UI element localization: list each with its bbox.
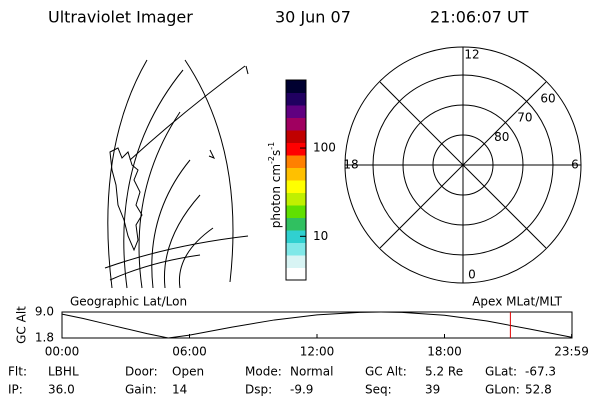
lat-label: 80 [494,130,509,144]
lat-ring [402,104,524,226]
field-label: IP: [8,383,23,397]
colorbar-label: photon cm-2s-1 [267,142,283,229]
color-band [286,267,306,281]
color-band [286,217,306,231]
mlt-label: 12 [464,48,479,62]
lat-ring [432,134,494,196]
y-tick-label: 9.0 [35,305,54,319]
exponent: -2 [267,156,276,164]
color-band [286,192,306,206]
color-band [286,117,306,131]
field-value: 5.2 Re [425,365,463,379]
plot-label: Apex MLat/MLT [472,295,562,309]
colorbar-frame [285,79,307,281]
y-axis-label: GC Alt [15,306,29,344]
color-band [286,155,306,168]
lat-label: 70 [517,111,532,125]
x-tick-label: 06:00 [172,345,207,359]
date: 30 Jun 07 [275,8,351,27]
color-band [286,130,306,143]
exponent: -1 [267,142,276,150]
field-label: Dsp: [245,383,272,397]
mlt-label: 18 [343,158,358,172]
field-value: -67.3 [525,365,556,379]
unit: photon cm [269,164,283,228]
field-value: Open [172,365,204,379]
field-label: GLat: [485,365,517,379]
geo-map [104,59,249,289]
mlt-label: 6 [571,158,579,172]
colorbar: photon cm-2s-1 10 100 [267,79,336,281]
field-label: GC Alt: [365,365,407,379]
x-tick-label: 18:00 [427,345,462,359]
y-tick-label: 1.8 [35,331,54,345]
color-band [286,167,306,181]
altitude-plot: GC Alt Geographic Lat/Lon Apex MLat/MLT … [15,295,589,359]
color-band [286,205,306,218]
field-value: 14 [172,383,187,397]
color-band [286,242,306,256]
lat-ring [372,74,554,256]
field-value: -9.9 [290,383,313,397]
color-band [286,230,306,243]
plot-label: Geographic Lat/Lon [70,295,187,309]
field-value: Normal [290,365,333,379]
field-label: Gain: [125,383,157,397]
field-label: Door: [125,365,158,379]
field-label: Flt: [8,365,27,379]
color-band [286,255,306,268]
field-label: Mode: [245,365,282,379]
axis-line [379,81,547,249]
altitude-line [61,311,572,339]
unit: s [269,150,283,156]
color-band [286,80,306,93]
color-band [286,92,306,106]
field-value: 36.0 [48,383,75,397]
mlt-label: 0 [468,268,476,282]
field-value: 39 [425,383,440,397]
tick-label: 100 [313,141,336,155]
field-label: GLon: [485,383,520,397]
x-tick-label: 12:00 [300,345,335,359]
color-band [286,180,306,193]
title: Ultraviolet Imager [48,8,193,27]
field-value: 52.8 [525,383,552,397]
x-tick-label: 23:59 [554,345,589,359]
x-tick-label: 00:00 [45,345,80,359]
field-value: LBHL [48,365,79,379]
time: 21:06:07 UT [430,8,529,27]
lat-label: 60 [540,92,555,106]
color-band [286,142,306,156]
field-label: Seq: [365,383,392,397]
tick-label: 10 [313,229,328,243]
color-band [286,105,306,118]
